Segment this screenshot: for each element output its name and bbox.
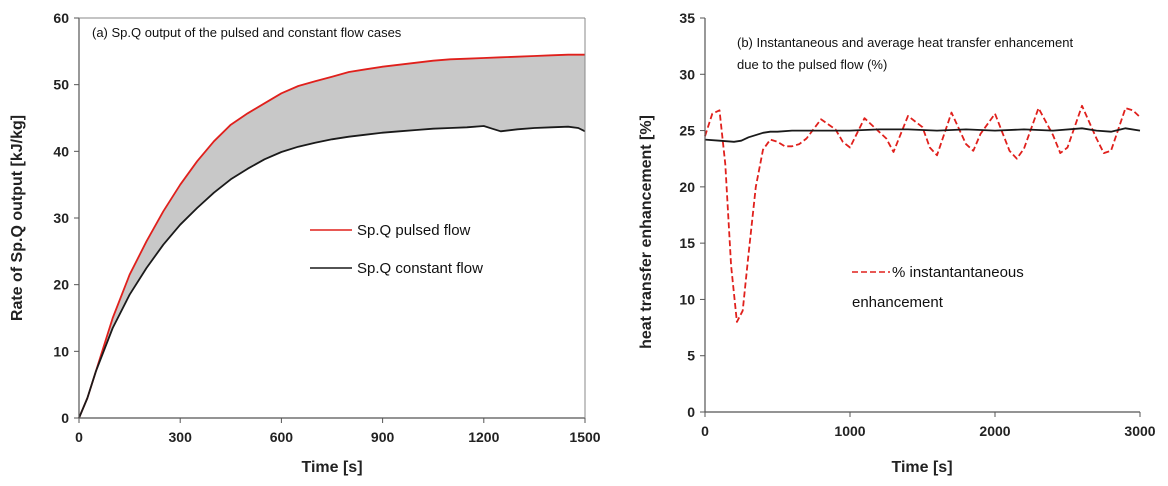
y-tick-label: 0 xyxy=(687,404,695,420)
series-line-average xyxy=(704,127,1141,143)
chart-annotation-line-2: due to the pulsed flow (%) xyxy=(737,57,887,72)
chart-b: 0 1000 2000 3000 0 5 10 15 20 25 30 35 (b) Instanta… xyxy=(638,10,1156,476)
x-tick-label: 600 xyxy=(270,429,294,445)
x-tick-label: 1200 xyxy=(468,429,499,445)
x-axis-label: Time [s] xyxy=(891,459,952,476)
y-tick-label: 35 xyxy=(679,10,695,26)
y-axis-label: heat transfer enhancement [%] xyxy=(638,115,655,349)
y-tick-label: 10 xyxy=(53,343,69,359)
x-tick-label: 900 xyxy=(371,429,395,445)
y-tick-label: 30 xyxy=(679,66,695,82)
legend-label-line-2: enhancement xyxy=(852,294,944,311)
y-tick-label: 20 xyxy=(53,277,69,293)
y-tick-label: 15 xyxy=(679,235,695,251)
y-tick-label: 20 xyxy=(679,179,695,195)
x-tick-label: 2000 xyxy=(979,423,1010,439)
x-tick-label: 300 xyxy=(169,429,193,445)
legend-label-pulsed: Sp.Q pulsed flow xyxy=(357,222,471,239)
chart-a: 0 300 600 900 1200 1500 0 10 20 30 40 50 60 (a) Sp.Q… xyxy=(9,10,601,476)
x-axis-label: Time [s] xyxy=(301,459,362,476)
y-tick-label: 60 xyxy=(53,10,69,26)
series-gap-fill xyxy=(79,54,585,418)
x-tick-label: 0 xyxy=(75,429,83,445)
x-tick-label: 0 xyxy=(701,423,709,439)
series-line-constant xyxy=(78,125,586,419)
chart-annotation: (a) Sp.Q output of the pulsed and consta… xyxy=(92,25,402,40)
y-tick-label: 0 xyxy=(61,410,69,426)
y-tick-label: 10 xyxy=(679,291,695,307)
x-tick-label: 1000 xyxy=(834,423,865,439)
legend-label-line-1: % instantantaneous xyxy=(892,264,1024,281)
x-tick-label: 1500 xyxy=(569,429,600,445)
legend: % instantantaneous enhancement xyxy=(852,264,1024,311)
chart-annotation-line-1: (b) Instantaneous and average heat trans… xyxy=(737,35,1073,50)
legend: Sp.Q pulsed flow Sp.Q constant flow xyxy=(310,222,483,277)
y-tick-label: 40 xyxy=(53,143,69,159)
y-tick-label: 30 xyxy=(53,210,69,226)
y-tick-label: 50 xyxy=(53,77,69,93)
y-tick-label: 5 xyxy=(687,348,695,364)
y-tick-label: 25 xyxy=(679,123,695,139)
y-axis-label: Rate of Sp.Q output [kJ/kg] xyxy=(9,115,26,321)
series-line-instantaneous xyxy=(704,104,1141,323)
x-tick-label: 3000 xyxy=(1124,423,1155,439)
series-line-pulsed xyxy=(78,53,585,419)
legend-label-constant: Sp.Q constant flow xyxy=(357,260,483,277)
